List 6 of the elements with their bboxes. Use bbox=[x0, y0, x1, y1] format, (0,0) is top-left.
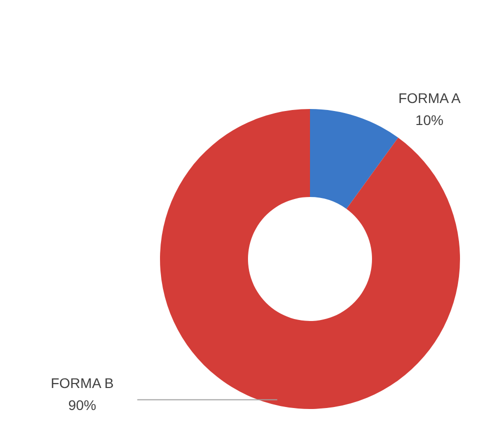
donut-slice bbox=[160, 109, 460, 409]
slice-label: FORMA B bbox=[50, 374, 114, 391]
donut-slice bbox=[310, 109, 398, 209]
data-label: 10% bbox=[415, 112, 444, 128]
data-label: 90% bbox=[68, 396, 96, 413]
slice-label: FORMA A bbox=[398, 90, 462, 106]
